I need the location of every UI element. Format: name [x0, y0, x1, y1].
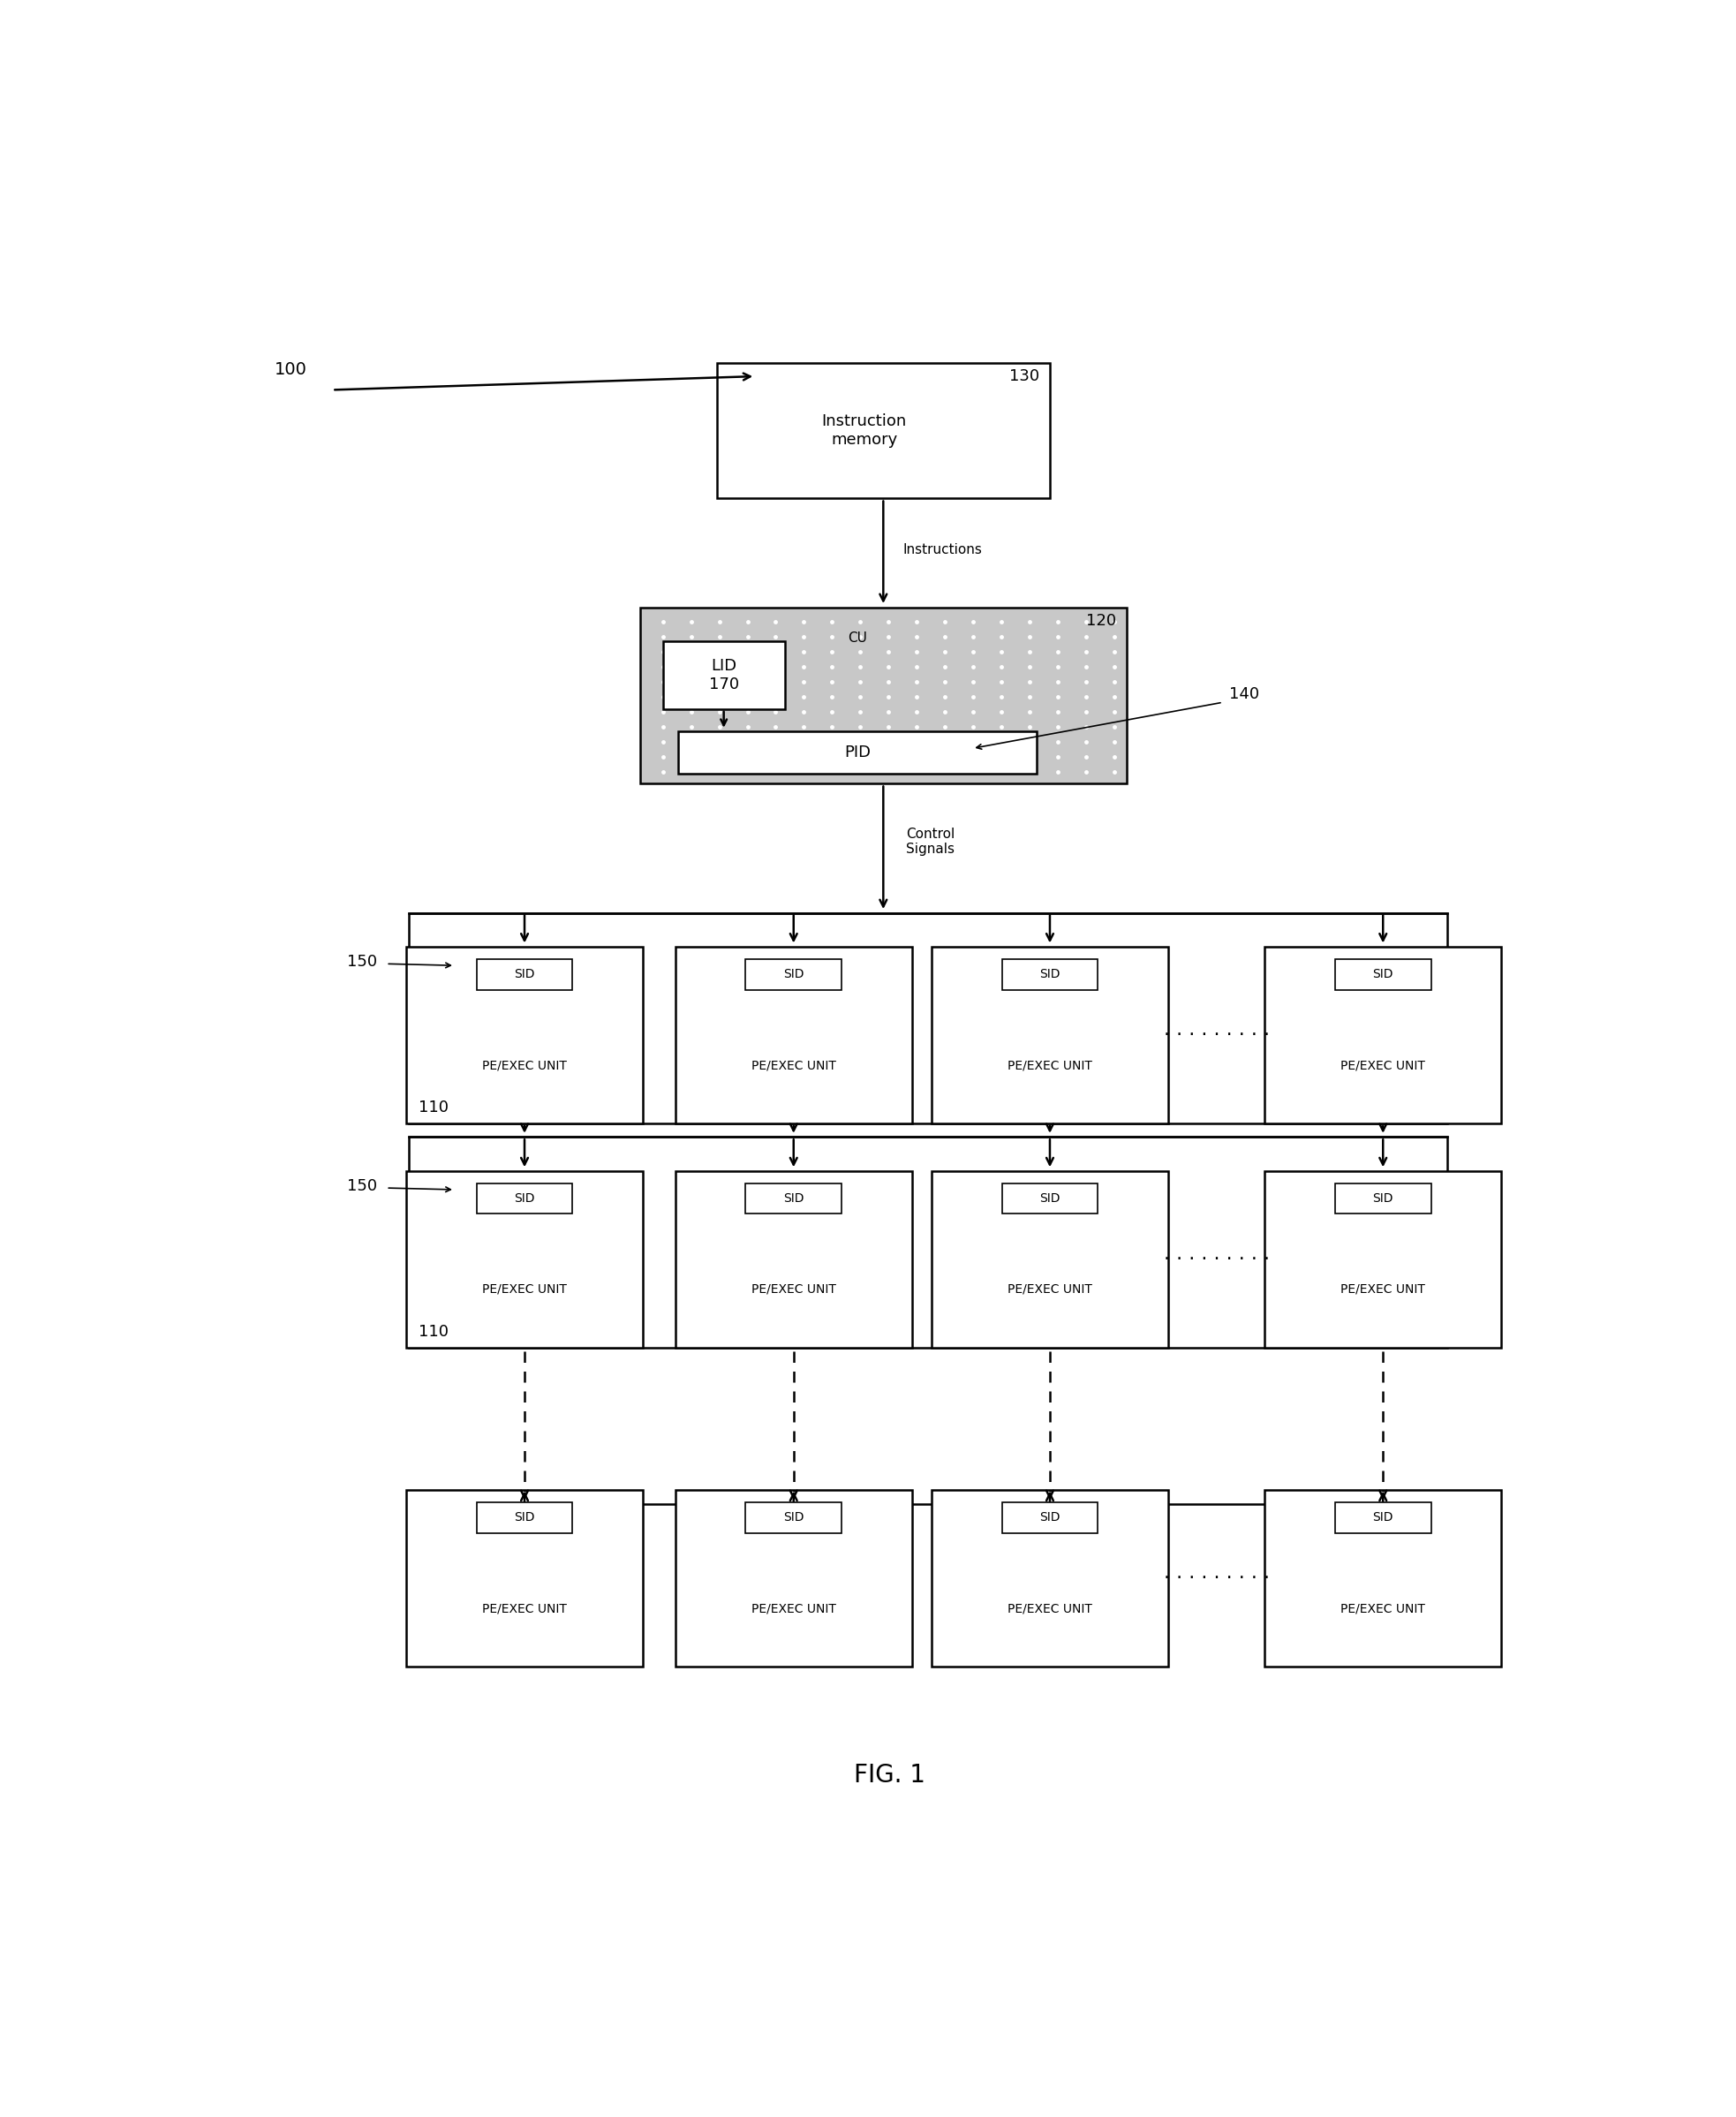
- Text: FIG. 1: FIG. 1: [854, 1763, 925, 1789]
- Text: SID: SID: [1373, 1192, 1394, 1205]
- Bar: [663, 641, 785, 709]
- Text: PE/EXEC UNIT: PE/EXEC UNIT: [1007, 1283, 1092, 1296]
- Text: PE/EXEC UNIT: PE/EXEC UNIT: [1007, 1058, 1092, 1071]
- Text: SID: SID: [1040, 1192, 1061, 1205]
- Bar: [930, 1171, 1168, 1349]
- Text: PE/EXEC UNIT: PE/EXEC UNIT: [483, 1283, 568, 1296]
- Bar: [1335, 1503, 1430, 1533]
- Text: PE/EXEC UNIT: PE/EXEC UNIT: [1340, 1603, 1425, 1615]
- Bar: [745, 959, 842, 989]
- Bar: [1264, 1171, 1502, 1349]
- Text: 120: 120: [1087, 612, 1116, 629]
- Bar: [1002, 1183, 1097, 1213]
- Text: PE/EXEC UNIT: PE/EXEC UNIT: [483, 1603, 568, 1615]
- Text: SID: SID: [514, 967, 535, 980]
- Bar: [406, 946, 642, 1124]
- Text: SID: SID: [783, 1192, 804, 1205]
- Text: 150: 150: [347, 953, 377, 970]
- Bar: [1335, 1183, 1430, 1213]
- Text: LID
170: LID 170: [708, 658, 740, 692]
- Text: · · · · · · · · ·: · · · · · · · · ·: [1163, 1251, 1269, 1268]
- Bar: [1264, 1490, 1502, 1666]
- Bar: [410, 912, 1448, 1124]
- Text: PID: PID: [844, 745, 871, 760]
- Bar: [717, 362, 1050, 500]
- Text: SID: SID: [1040, 967, 1061, 980]
- Text: 140: 140: [1229, 686, 1259, 703]
- Bar: [745, 1503, 842, 1533]
- Bar: [410, 1137, 1448, 1349]
- Bar: [1264, 946, 1502, 1124]
- Bar: [406, 1171, 642, 1349]
- Bar: [1002, 959, 1097, 989]
- Text: CU: CU: [847, 631, 868, 644]
- Text: Control
Signals: Control Signals: [906, 828, 955, 855]
- Bar: [476, 959, 573, 989]
- Bar: [476, 1183, 573, 1213]
- Bar: [930, 1490, 1168, 1666]
- Text: 110: 110: [418, 1099, 450, 1116]
- Bar: [641, 608, 1127, 783]
- Text: SID: SID: [783, 1512, 804, 1524]
- Text: 110: 110: [418, 1323, 450, 1340]
- Text: 130: 130: [1009, 368, 1040, 383]
- Bar: [1335, 959, 1430, 989]
- Text: PE/EXEC UNIT: PE/EXEC UNIT: [752, 1603, 837, 1615]
- Text: 150: 150: [347, 1177, 377, 1194]
- Bar: [406, 1490, 642, 1666]
- Bar: [675, 1490, 911, 1666]
- Text: PE/EXEC UNIT: PE/EXEC UNIT: [483, 1058, 568, 1071]
- Bar: [476, 1503, 573, 1533]
- Text: SID: SID: [1373, 967, 1394, 980]
- Text: SID: SID: [1040, 1512, 1061, 1524]
- Text: 100: 100: [274, 362, 307, 379]
- Text: Instruction
memory: Instruction memory: [821, 413, 906, 449]
- Text: PE/EXEC UNIT: PE/EXEC UNIT: [1340, 1283, 1425, 1296]
- Bar: [930, 946, 1168, 1124]
- Text: SID: SID: [1373, 1512, 1394, 1524]
- Text: · · · · · · · · ·: · · · · · · · · ·: [1163, 1569, 1269, 1588]
- Text: Instructions: Instructions: [903, 542, 983, 557]
- Bar: [745, 1183, 842, 1213]
- Text: SID: SID: [514, 1512, 535, 1524]
- Text: PE/EXEC UNIT: PE/EXEC UNIT: [752, 1283, 837, 1296]
- Text: PE/EXEC UNIT: PE/EXEC UNIT: [752, 1058, 837, 1071]
- Text: SID: SID: [783, 967, 804, 980]
- Bar: [675, 1171, 911, 1349]
- Bar: [675, 946, 911, 1124]
- Text: PE/EXEC UNIT: PE/EXEC UNIT: [1340, 1058, 1425, 1071]
- Text: PE/EXEC UNIT: PE/EXEC UNIT: [1007, 1603, 1092, 1615]
- Text: · · · · · · · · ·: · · · · · · · · ·: [1163, 1027, 1269, 1044]
- Bar: [1002, 1503, 1097, 1533]
- Bar: [679, 732, 1036, 773]
- Text: SID: SID: [514, 1192, 535, 1205]
